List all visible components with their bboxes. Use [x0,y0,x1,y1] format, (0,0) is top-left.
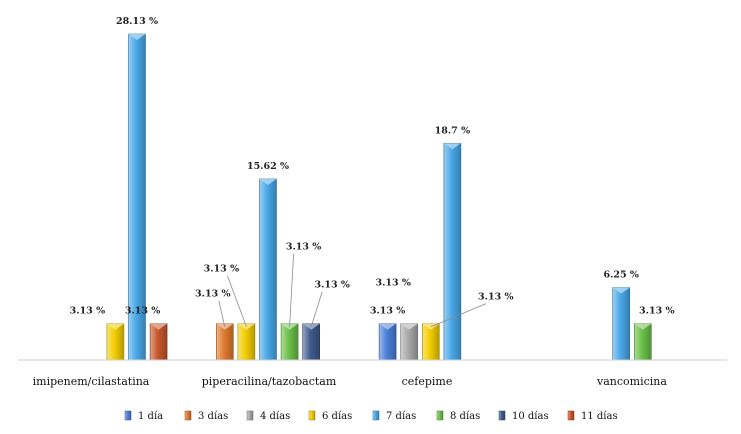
leader-line-piperacilina-tazobactam-8-dias [289,253,294,327]
legend-swatch-8-dias [436,410,444,421]
value-label-piperacilina-tazobactam-6-dias: 3.13 % [204,264,239,275]
value-labels-layer: 3.13 % 28.13 % 3.13 % 3.13 % 3.13 % 15.62 % 3.… [70,16,675,317]
bar-cap-imipenem-cilastatina-11-dias [150,323,168,330]
value-label-piperacilina-tazobactam-10-dias: 3.13 % [314,280,349,291]
bar-piperacilina-tazobactam-7-dias [259,178,277,361]
leader-line-cefepime-6-dias [430,303,486,328]
legend-label-4-dias: 4 días [260,411,290,422]
value-label-imipenem-cilastatina-6-dias: 3.13 % [70,306,105,317]
bar-cap-vancomicina-7-dias [612,287,630,294]
legend-swatch-10-dias [498,410,506,421]
legend: 1 día 3 días 4 días 6 días 7 días 8 días 10 dí… [124,410,618,422]
category-label-vancomicina: vancomicina [596,375,667,388]
category-labels-layer: imipenem/cilastatina piperacilina/tazobac… [33,375,668,388]
bar-cap-cefepime-4-dias [400,323,418,330]
legend-label-10-dias: 10 días [512,411,549,422]
value-label-cefepime-1-dia: 3.13 % [370,306,405,317]
category-label-cefepime: cefepime [402,375,453,388]
legend-label-8-dias: 8 días [450,411,480,422]
bar-cap-imipenem-cilastatina-7-dias [128,34,146,40]
leader-line-piperacilina-tazobactam-10-dias [310,291,323,327]
bar-vancomicina-7-dias [612,287,631,361]
bar-cap-imipenem-cilastatina-6-dias [106,323,124,330]
legend-swatch-4-dias [246,410,254,421]
value-label-cefepime-7-dias: 18.7 % [435,125,470,136]
value-label-imipenem-cilastatina-11-dias: 3.13 % [125,306,160,317]
legend-label-3-dias: 3 días [198,411,228,422]
category-label-piperacilina-tazobactam: piperacilina/tazobactam [202,375,337,388]
value-label-vancomicina-8-dias: 3.13 % [639,306,674,317]
leader-line-piperacilina-tazobactam-3-dias [218,300,226,327]
value-label-imipenem-cilastatina-7-dias: 28.13 % [116,16,158,27]
legend-label-11-dias: 11 días [581,411,618,422]
value-label-vancomicina-7-dias: 6.25 % [603,270,638,281]
bar-cefepime-7-dias [443,142,462,361]
value-label-piperacilina-tazobactam-3-dias: 3.13 % [195,289,230,300]
value-label-cefepime-6-dias: 3.13 % [478,292,513,303]
legend-swatch-1-dia [124,410,132,421]
value-label-piperacilina-tazobactam-7-dias: 15.62 % [247,161,289,172]
legend-swatch-6-dias [308,410,316,421]
bar-cap-cefepime-7-dias [443,143,461,150]
legend-label-7-dias: 7 días [386,411,416,422]
legend-label-6-dias: 6 días [322,411,352,422]
value-label-cefepime-4-dias: 3.13 % [375,278,410,289]
leader-line-piperacilina-tazobactam-6-dias [227,275,247,327]
legend-swatch-7-dias [372,410,380,421]
legend-label-1-dia: 1 día [138,411,163,422]
value-label-piperacilina-tazobactam-8-dias: 3.13 % [286,242,321,253]
bar-cap-piperacilina-tazobactam-7-dias [259,178,277,185]
category-label-imipenem-cilastatina: imipenem/cilastatina [33,375,150,388]
legend-swatch-11-dias [567,410,575,421]
legend-swatch-3-dias [184,410,192,421]
leader-lines-layer [218,253,486,328]
bar-cap-vancomicina-8-dias [634,323,652,330]
bar-cap-cefepime-1-dia [379,323,397,330]
